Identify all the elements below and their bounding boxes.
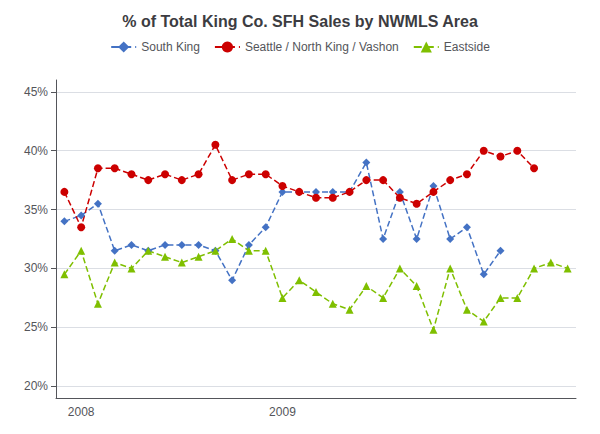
svg-text:2009: 2009 [269,405,296,419]
svg-text:30%: 30% [24,261,48,275]
svg-text:25%: 25% [24,320,48,334]
svg-text:40%: 40% [24,144,48,158]
svg-text:Seattle / North King / Vashon: Seattle / North King / Vashon [245,40,399,54]
svg-text:% of Total King Co. SFH Sales: % of Total King Co. SFH Sales by NWMLS A… [122,13,478,30]
svg-text:35%: 35% [24,203,48,217]
svg-text:South King: South King [141,40,200,54]
svg-text:20%: 20% [24,379,48,393]
svg-text:2008: 2008 [68,405,95,419]
svg-text:Eastside: Eastside [444,40,490,54]
svg-text:45%: 45% [24,85,48,99]
